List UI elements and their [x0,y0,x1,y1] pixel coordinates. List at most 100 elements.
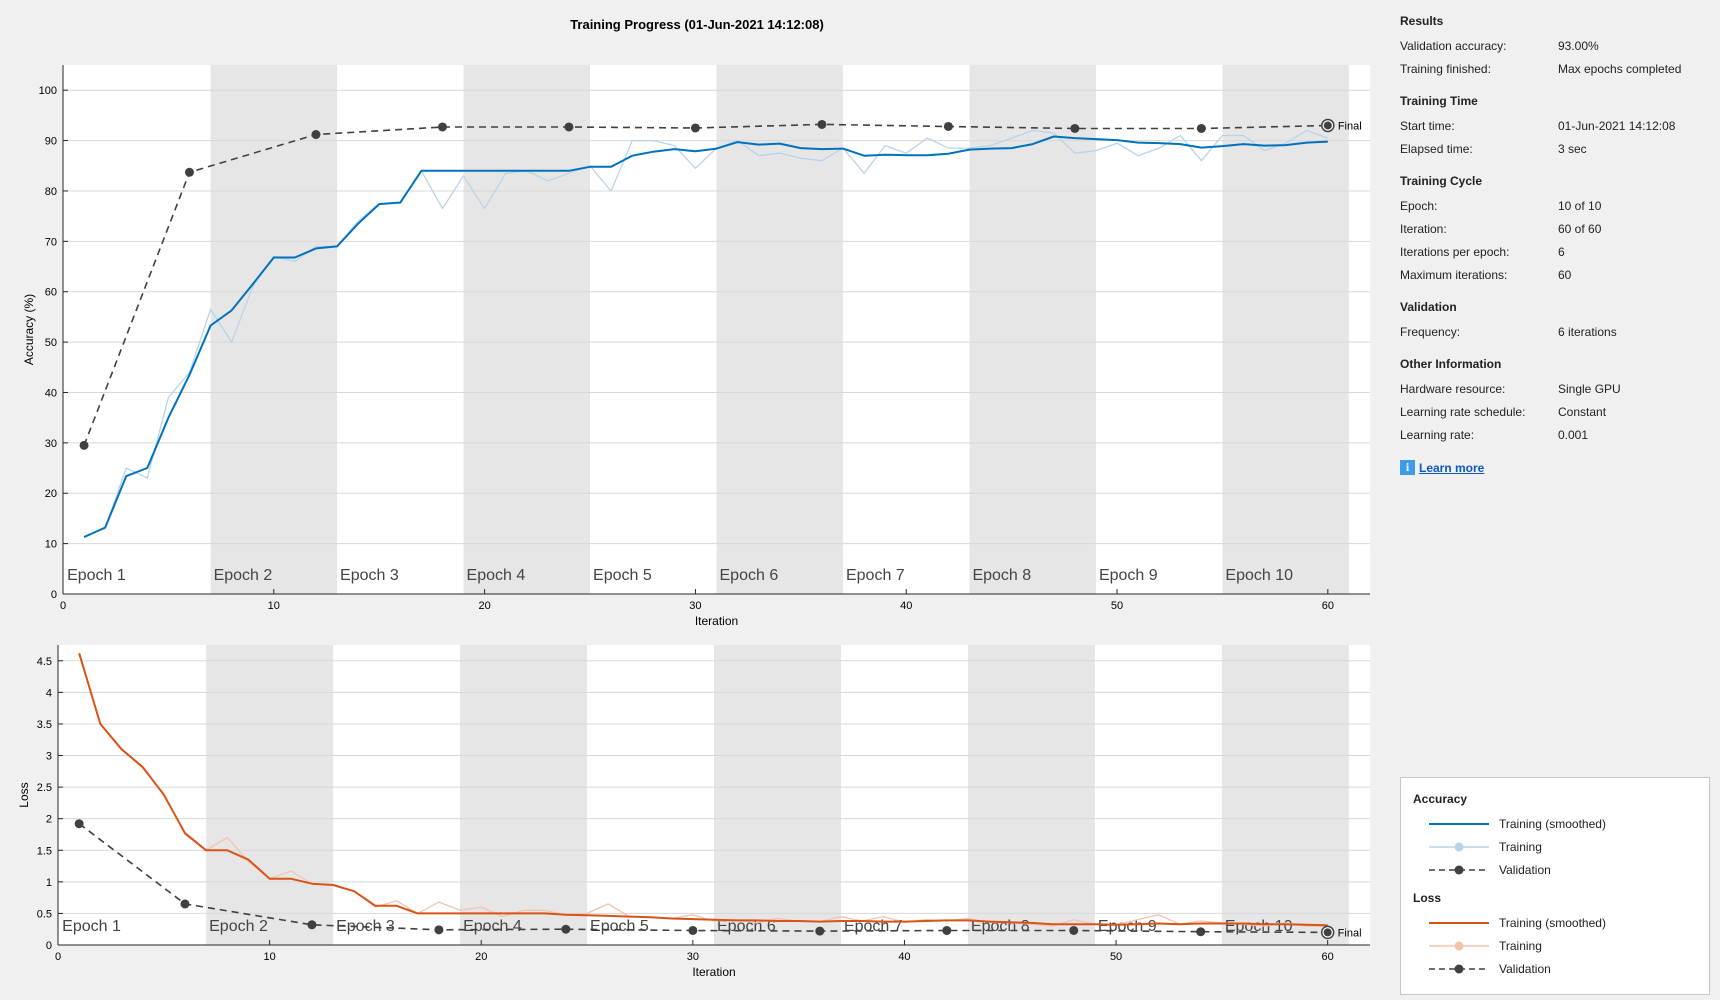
info-row: Hardware resource: Single GPU [1400,377,1710,400]
final-label: Final [1338,927,1362,939]
epoch-label: Epoch 5 [593,567,652,584]
info-key: Frequency: [1400,324,1461,339]
chart-title: Training Progress (01-Jun-2021 14:12:08) [570,17,824,32]
legend-label: Validation [1499,862,1551,877]
validation-point [1196,123,1206,133]
validation-section: Frequency: 6 iterations [1400,320,1710,343]
legend-swatch [1429,842,1489,851]
epoch-label: Epoch 7 [846,567,905,584]
info-value: Constant [1558,404,1607,419]
validation-point [311,130,321,140]
epoch-label: Epoch 1 [67,567,126,584]
x-tick-label: 0 [60,600,66,612]
other-information-heading: Other Information [1400,357,1502,371]
final-marker-point [1323,121,1332,130]
validation-point [180,899,190,909]
legend-swatch [1429,921,1489,924]
training-smoothed-series-line [78,652,1328,927]
info-key: Training finished: [1400,61,1491,76]
epoch-label: Epoch 9 [1098,918,1157,935]
epoch-label: Epoch 6 [720,567,779,584]
x-tick-label: 40 [898,951,910,963]
info-value: 6 [1558,244,1565,259]
y-tick-label: 30 [45,438,57,450]
x-tick-label: 50 [1111,600,1123,612]
legend-swatch [1429,941,1489,950]
y-tick-label: 3 [46,751,52,763]
loss-plot: 0 0.5 1 1.5 2 2.5 3 3.5 4 4.5 0 10 20 30 40 50 60 Iterati… [17,645,1370,979]
epoch-label: Epoch 9 [1099,567,1158,584]
validation-point [815,926,825,936]
training-cycle-heading: Training Cycle [1400,174,1483,188]
legend-accuracy-title: Accuracy [1413,792,1468,806]
legend-label: Training [1499,938,1542,953]
legend-item: Training [1413,934,1697,957]
epoch-label: Epoch 4 [467,567,526,584]
training-time-section: Start time: 01-Jun-2021 14:12:08 Elapsed … [1400,114,1710,160]
legend-item: Training (smoothed) [1413,812,1697,835]
x-tick-label: 20 [475,951,487,963]
legend-swatch [1429,822,1489,825]
y-tick-label: 60 [45,287,57,299]
x-tick-label: 0 [55,951,61,963]
y-tick-label: 0 [46,940,52,952]
accuracy-plot: 0 10 20 30 40 50 60 70 80 90 100 0 10 20 30 40 50 60 Itera… [22,65,1370,628]
info-key: Hardware resource: [1400,381,1506,396]
x-tick-label: 40 [900,600,912,612]
info-key: Start time: [1400,118,1455,133]
info-key: Elapsed time: [1400,141,1473,156]
info-row: Training finished: Max epochs completed [1400,57,1710,80]
epoch-band [967,645,1095,945]
info-value: 60 [1558,267,1572,282]
epoch-band [463,65,591,594]
legend-item: Validation [1413,957,1697,980]
training-cycle-section: Epoch: 10 of 10 Iteration: 60 of 60 Iterat… [1400,194,1710,286]
x-tick-label: 60 [1322,951,1334,963]
info-row: Epoch: 10 of 10 [1400,194,1710,217]
y-tick-label: 20 [45,488,57,500]
info-key: Learning rate schedule: [1400,404,1526,419]
validation-point [1069,925,1079,935]
info-row: Validation accuracy: 93.00% [1400,34,1710,57]
x-axis-label: Iteration [695,614,738,628]
x-tick-label: 50 [1110,951,1122,963]
validation-point [434,925,444,935]
validation-point [561,924,571,934]
epoch-label: Epoch 1 [62,918,121,935]
learn-more-link[interactable]: Learn more [1419,460,1485,475]
validation-point [817,119,827,129]
info-key: Learning rate: [1400,427,1475,442]
legend-label: Training (smoothed) [1499,816,1606,831]
y-tick-label: 2.5 [37,782,52,794]
y-tick-label: 4 [46,687,52,699]
x-tick-label: 20 [478,600,490,612]
y-tick-label: 40 [45,387,57,399]
info-value: 60 of 60 [1558,221,1602,236]
legend-swatch [1429,964,1489,973]
epoch-band [206,645,334,945]
y-tick-label: 90 [45,136,57,148]
legend-loss-title: Loss [1413,891,1442,905]
validation-point [184,167,194,177]
validation-point [690,123,700,133]
epoch-band [714,645,841,945]
info-value: 3 sec [1558,141,1587,156]
epoch-band [210,65,338,594]
training-progress-charts: Training Progress (01-Jun-2021 14:12:08)… [17,17,1370,979]
y-tick-label: 2 [46,814,52,826]
y-tick-label: 0 [51,589,57,601]
training-smoothed-series-line [83,135,1328,539]
y-tick-label: 4.5 [37,656,52,668]
epoch-label: Epoch 4 [463,918,522,935]
y-tick-label: 100 [39,85,57,97]
final-label: Final [1338,120,1362,132]
y-tick-label: 3.5 [37,719,52,731]
x-tick-label: 30 [687,951,699,963]
final-marker-point [1323,928,1332,937]
y-tick-label: 1.5 [37,845,52,857]
y-tick-label: 80 [45,186,57,198]
y-tick-label: 10 [45,539,57,551]
x-tick-label: 10 [268,600,280,612]
validation-point [79,440,89,450]
info-value: Max epochs completed [1558,61,1682,76]
